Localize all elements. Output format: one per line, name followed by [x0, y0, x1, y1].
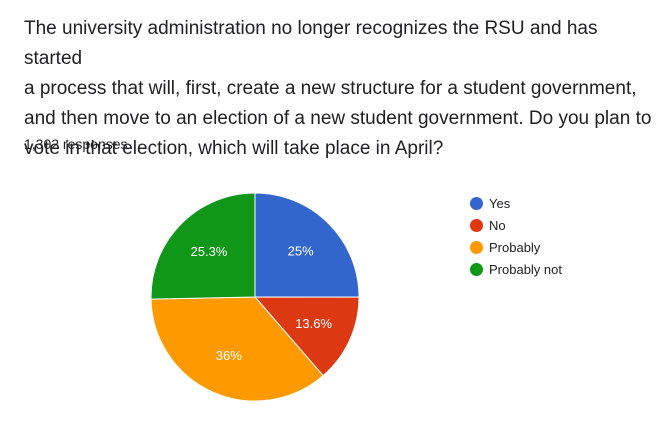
question-text: The university administration no longer … [24, 14, 660, 164]
legend-label-yes: Yes [489, 195, 511, 211]
legend-swatch-probably [470, 240, 483, 254]
legend-label-probably-not: Probably not [489, 261, 562, 277]
pie-slice-no [253, 296, 360, 377]
legend-item-probably: Probably [470, 236, 562, 258]
legend-swatch-no [470, 218, 483, 232]
pie-slice-yes [254, 192, 360, 298]
legend-swatch-probably-not [470, 262, 483, 276]
chart-legend: Yes No Probably Probably not [470, 192, 562, 280]
pie-slice-probably-not [150, 192, 256, 300]
pie-label-no: 13.6% [295, 316, 332, 331]
question-line-2: a process that will, first, create a new… [24, 78, 637, 99]
legend-label-probably: Probably [489, 239, 541, 255]
question-line-3: and then move to an election of a new st… [24, 108, 652, 129]
question-line-1: The university administration no longer … [24, 18, 598, 69]
pie-label-probably-not: 25.3% [191, 244, 228, 259]
legend-swatch-yes [470, 196, 483, 210]
pie-label-yes: 25% [288, 243, 314, 258]
pie-slice-probably [150, 296, 324, 402]
legend-item-probably-not: Probably not [470, 258, 562, 280]
response-count: 1,302 responses [24, 136, 128, 152]
pie-label-probably: 36% [216, 348, 242, 363]
legend-item-no: No [470, 214, 562, 236]
legend-label-no: No [489, 217, 506, 233]
question-line-4: vote in that election, which will take p… [24, 138, 444, 159]
legend-item-yes: Yes [470, 192, 562, 214]
